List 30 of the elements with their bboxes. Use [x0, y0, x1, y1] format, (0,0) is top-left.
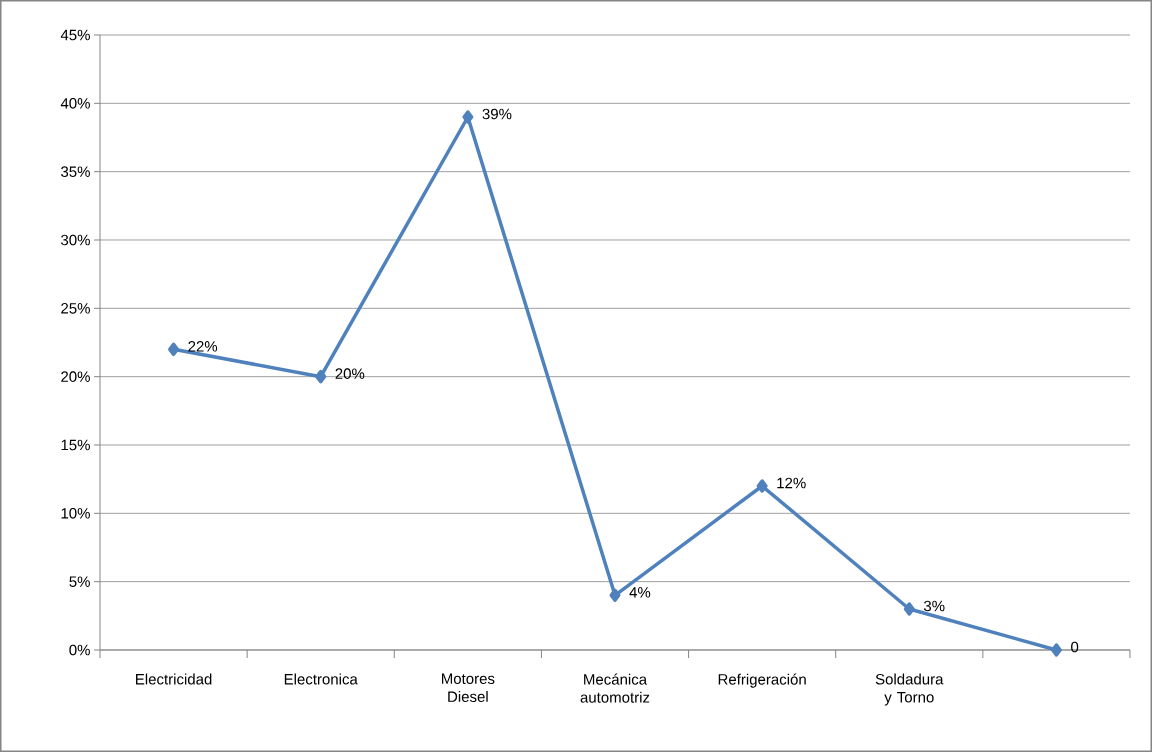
y-tick-label: 30%	[61, 234, 90, 246]
x-tick-label: Mecánica automotriz	[580, 673, 650, 703]
x-tick-label: Soldadura y Torno	[875, 673, 944, 706]
point	[315, 369, 327, 384]
point	[168, 342, 180, 357]
y-tick-label: 20%	[61, 371, 90, 382]
point	[903, 602, 915, 616]
data-label: 22%	[188, 341, 218, 352]
data-label: 20%	[335, 368, 365, 379]
data-label: 12%	[777, 477, 806, 489]
point	[756, 479, 768, 493]
point	[609, 588, 621, 603]
point	[1050, 643, 1062, 657]
y-tick-label: 0%	[69, 644, 90, 656]
y-tick-label: 45%	[60, 29, 90, 41]
y-tick-label: 5%	[69, 576, 90, 587]
x-tick-label: Refrigeración	[718, 673, 806, 688]
data-label: 0	[1071, 641, 1079, 653]
data-label: 39%	[482, 108, 512, 120]
y-tick-label: 25%	[61, 303, 90, 314]
x-tick-label: Electricidad	[136, 673, 212, 685]
x-tick-label: Electronica	[284, 673, 358, 685]
data-label: 3%	[923, 600, 945, 612]
point	[462, 110, 474, 124]
y-tick-label: 35%	[61, 166, 90, 177]
y-tick-label: 40%	[60, 98, 90, 109]
x-tick-label: Motores Diesel	[441, 673, 495, 702]
y-tick-label: 10%	[61, 508, 90, 519]
y-tick-label: 15%	[61, 439, 90, 451]
data-label: 4%	[629, 587, 651, 598]
